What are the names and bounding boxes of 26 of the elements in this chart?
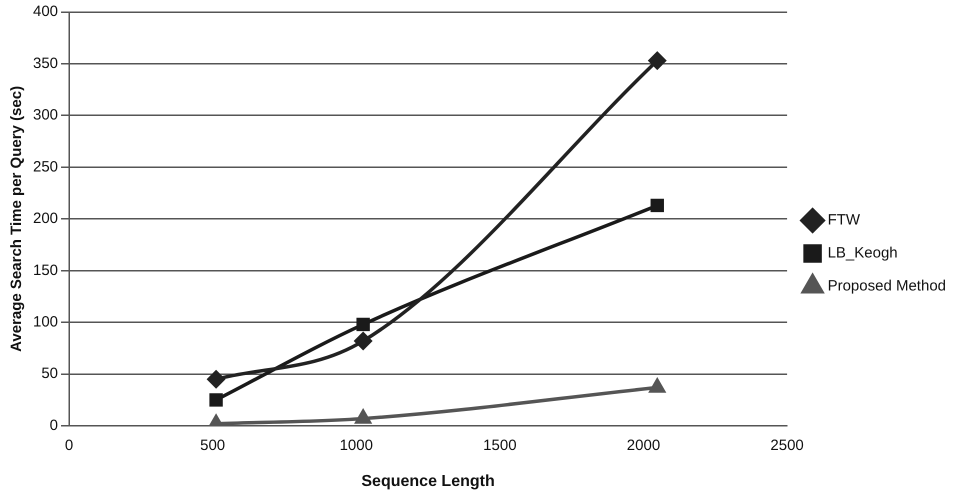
- x-tick-label: 0: [64, 436, 74, 454]
- legend-label: FTW: [828, 212, 861, 229]
- x-tick-label: 1500: [483, 436, 517, 454]
- x-tick-label: 2000: [626, 436, 660, 454]
- point: [209, 393, 223, 407]
- x-tick-label: 1000: [340, 436, 373, 454]
- x-tick-label: 2500: [770, 436, 804, 454]
- y-tick-label: 100: [32, 313, 58, 330]
- y-tick-label: 150: [32, 262, 58, 279]
- legend-label: Proposed Method: [828, 278, 946, 295]
- y-axis-title: Average Search Time per Query (sec): [8, 86, 26, 352]
- point: [354, 332, 372, 350]
- y-tick-label: 200: [32, 210, 58, 228]
- y-tick-label: 350: [32, 54, 58, 72]
- point: [650, 198, 664, 212]
- y-tick-label: 300: [32, 106, 58, 124]
- legend-label: LB_Keogh: [828, 244, 898, 262]
- point: [356, 318, 370, 332]
- y-tick-label: 50: [41, 365, 58, 382]
- point: [207, 370, 225, 388]
- y-tick-label: 0: [50, 416, 58, 434]
- point: [648, 52, 666, 70]
- y-tick-label: 250: [32, 158, 58, 176]
- x-axis-title: Sequence Length: [361, 472, 495, 490]
- y-tick-label: 400: [32, 3, 58, 20]
- x-tick-label: 500: [200, 436, 226, 454]
